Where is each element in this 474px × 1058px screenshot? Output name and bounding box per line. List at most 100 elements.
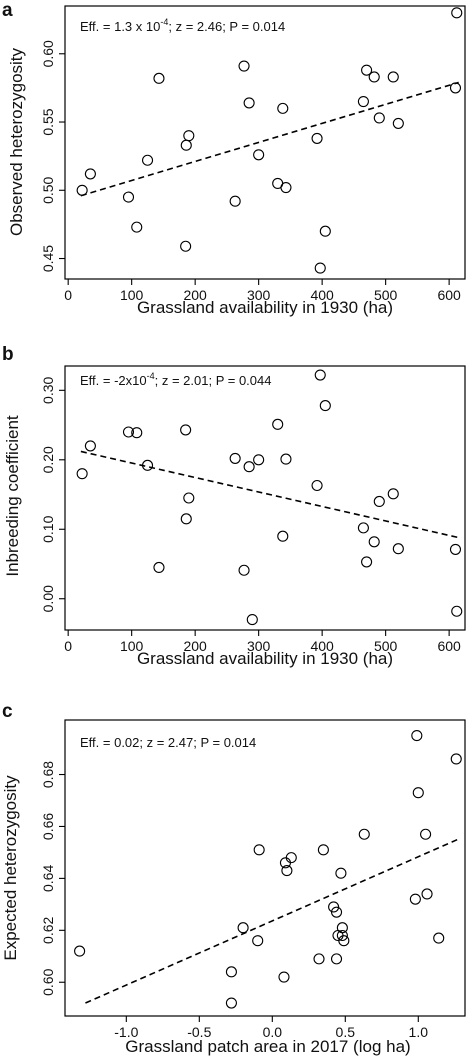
data-point (421, 888, 433, 900)
panel-c-plot: -1.0 -0.5 0.0 0.5 1.0 0.60 0.62 0.64 0.66 0.68 (40, 730, 462, 1040)
data-point (412, 787, 424, 799)
y-tick-label: 0.66 (40, 813, 56, 840)
panel-c-xlabel: Grassland patch area in 2017 (log ha) (125, 1037, 410, 1056)
data-point (392, 117, 404, 129)
data-point (451, 7, 463, 19)
panel-c: c Eff. = 0.02; z = 2.47; P = 0.014 Grass… (1, 701, 466, 1056)
panel-b-frame (64, 365, 466, 631)
data-point (278, 971, 290, 983)
panel-a-stats: Eff. = 1.3 x 10-4; z = 2.46; P = 0.014 (80, 17, 285, 34)
y-tick-label: 0.64 (40, 865, 56, 892)
y-tick-label: 0.30 (40, 376, 56, 403)
data-point (281, 865, 293, 877)
data-point (358, 828, 370, 840)
data-point (122, 426, 135, 438)
data-point (387, 488, 399, 500)
data-point (357, 522, 369, 534)
x-tick-label: 400 (310, 638, 334, 654)
data-point (84, 168, 96, 180)
data-point (409, 893, 421, 905)
x-tick-label: 600 (437, 638, 461, 654)
data-point (280, 181, 292, 194)
data-point (237, 922, 249, 934)
y-tick-label: 0.10 (40, 515, 56, 542)
data-point (243, 97, 255, 109)
data-point (180, 139, 192, 151)
data-point (357, 96, 369, 108)
data-point (74, 945, 86, 957)
data-point (277, 102, 289, 114)
data-point (335, 867, 347, 879)
trend-line (80, 450, 459, 539)
data-point (332, 929, 344, 942)
x-tick-label: 200 (183, 638, 207, 654)
data-point (141, 459, 154, 471)
data-point (330, 953, 343, 965)
trend-line (85, 838, 459, 1004)
x-tick-label: 0.0 (263, 1024, 283, 1040)
panel-c-letter: c (2, 701, 13, 722)
panel-b-plot: 0 100 200 300 400 500 600 0.00 0.10 0.20 0.30 (40, 369, 463, 654)
data-point (317, 844, 329, 856)
data-point (361, 556, 373, 568)
data-point (411, 730, 423, 742)
data-point (368, 71, 380, 83)
panel-a-plot: 0 100 200 300 400 500 600 0.45 0.50 0.55 0.60 (40, 7, 463, 303)
x-tick-label: 400 (310, 287, 334, 303)
data-point (180, 240, 192, 252)
x-tick-label: 500 (374, 638, 398, 654)
panel-a-xlabel: Grassland availability in 1930 (ha) (137, 298, 393, 317)
data-point (253, 454, 265, 466)
panel-b-ylabel: Inbreeding coefficient (3, 415, 22, 577)
data-point (373, 495, 385, 508)
data-point (280, 453, 292, 465)
data-point (246, 614, 258, 626)
data-point (373, 112, 385, 124)
panel-a-frame (64, 5, 466, 280)
y-tick-label: 0.20 (40, 446, 56, 473)
x-tick-label: 100 (120, 638, 144, 654)
data-point (225, 997, 237, 1009)
data-point (361, 64, 373, 76)
x-tick-label: -0.5 (187, 1024, 211, 1040)
panel-a: a Eff. = 1.3 x 10-4; z = 2.46; P = 0.014… (2, 0, 466, 317)
data-point (122, 191, 135, 203)
panel-a-ylabel: Observed heterozygosity (7, 47, 26, 236)
data-point (319, 400, 331, 412)
y-tick-label: 0.00 (40, 585, 56, 612)
x-tick-label: 0 (64, 287, 72, 303)
data-point (433, 932, 445, 944)
data-point (387, 71, 399, 83)
panel-b: b Eff. = -2x10-4; z = 2.01; P = 0.044 Gr… (2, 344, 466, 668)
data-point (314, 369, 326, 381)
data-point (229, 195, 241, 207)
data-point (84, 440, 96, 452)
x-tick-label: 1.0 (409, 1024, 429, 1040)
data-point (153, 561, 165, 574)
data-point (183, 492, 195, 504)
x-tick-label: 100 (120, 287, 144, 303)
y-tick-label: 0.45 (40, 245, 56, 272)
data-point (330, 906, 343, 918)
data-point (277, 530, 289, 542)
data-point (336, 929, 348, 942)
trend-line (80, 81, 459, 197)
x-tick-label: 0.5 (336, 1024, 356, 1040)
y-tick-label: 0.60 (40, 968, 56, 995)
data-point (238, 564, 250, 576)
data-point (253, 844, 265, 856)
panel-c-ylabel: Expected heterozygosity (1, 775, 20, 961)
x-tick-label: 600 (437, 287, 461, 303)
data-point (285, 852, 297, 864)
panel-b-letter: b (2, 344, 14, 365)
data-point (313, 953, 325, 965)
data-point (311, 479, 323, 492)
data-point (180, 513, 192, 525)
data-point (392, 543, 404, 555)
data-point (449, 82, 462, 94)
data-point (420, 828, 432, 840)
data-point (338, 935, 350, 947)
data-point (183, 130, 195, 142)
data-point (153, 72, 165, 84)
